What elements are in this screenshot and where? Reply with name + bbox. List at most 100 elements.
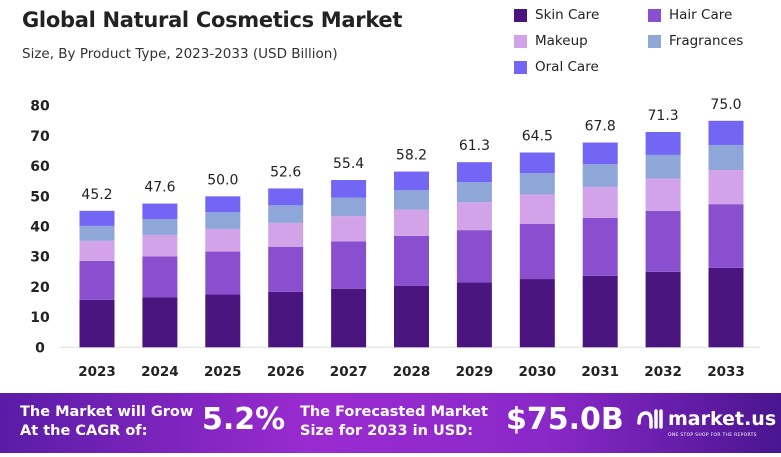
stacked-bar-chart: 0102030405060708045.2202347.6202450.0202…: [30, 97, 760, 380]
bar-segment-fragrances: [142, 219, 178, 235]
bar-segment-makeup: [645, 178, 681, 211]
legend-item: Hair Care: [648, 7, 732, 23]
bar-segment-oral-care: [582, 142, 618, 165]
x-tick-label: 2031: [581, 364, 619, 380]
legend-label: Oral Care: [535, 59, 599, 75]
chart-subtitle: Size, By Product Type, 2023-2033 (USD Bi…: [22, 46, 338, 62]
y-tick-label: 70: [30, 129, 50, 145]
cagr-value: 5.2%: [202, 402, 286, 437]
legend-label: Makeup: [535, 33, 588, 49]
bar-segment-oral-care: [394, 171, 429, 191]
y-tick-label: 30: [30, 250, 50, 266]
bar-segment-makeup: [331, 216, 367, 242]
bar-segment-hair-care: [582, 217, 618, 276]
bar-segment-hair-care: [394, 235, 429, 286]
bar-segment-makeup: [142, 234, 178, 257]
bar-segment-hair-care: [456, 230, 492, 283]
y-tick-label: 50: [30, 189, 50, 205]
total-data-label: 47.6: [144, 180, 175, 196]
legend-item: Oral Care: [514, 59, 599, 75]
legend-swatch: [514, 8, 527, 22]
bar-segment-oral-care: [205, 196, 241, 213]
x-tick-label: 2026: [267, 364, 305, 380]
y-tick-label: 20: [30, 280, 50, 296]
bar-segment-hair-care: [79, 260, 115, 300]
bar-segment-oral-care: [645, 131, 681, 155]
cagr-label-line-1: The Market will Grow: [20, 404, 194, 420]
bar-segment-oral-care: [268, 188, 304, 206]
bar-segment-skin-care: [708, 267, 744, 348]
bar-segment-makeup: [519, 194, 555, 224]
logo-name: market.us: [668, 408, 777, 430]
bar-segment-fragrances: [268, 205, 304, 223]
bar-segment-oral-care: [142, 203, 178, 220]
y-tick-label: 60: [30, 159, 50, 175]
total-data-label: 61.3: [459, 138, 490, 154]
y-tick-label: 0: [35, 340, 45, 356]
x-tick-label: 2027: [330, 364, 368, 380]
bar-segment-skin-care: [582, 275, 618, 348]
bar-segment-fragrances: [456, 182, 492, 203]
legend-item: Makeup: [514, 33, 588, 49]
total-data-label: 55.4: [333, 156, 364, 172]
total-data-label: 64.5: [522, 129, 553, 145]
legend-item: Skin Care: [514, 7, 599, 23]
bar-segment-skin-care: [456, 282, 492, 348]
bar-segment-skin-care: [205, 294, 241, 348]
chart-title: Global Natural Cosmetics Market: [22, 8, 403, 32]
total-data-label: 52.6: [270, 164, 301, 180]
total-data-label: 58.2: [396, 148, 427, 164]
bar-segment-hair-care: [519, 223, 555, 280]
legend-label: Skin Care: [535, 7, 600, 23]
forecast-label-line-2: Size for 2033 in USD:: [300, 423, 474, 439]
bar-segment-makeup: [205, 228, 241, 252]
forecast-label: The Forecasted Market Size for 2033 in U…: [300, 403, 488, 441]
bar-segment-skin-care: [331, 288, 367, 348]
legend-label: Hair Care: [669, 7, 733, 23]
total-data-label: 50.0: [207, 172, 238, 188]
bar-segment-fragrances: [331, 197, 367, 217]
bar-segment-skin-care: [394, 285, 429, 348]
bar-segment-hair-care: [205, 251, 241, 295]
bar-segment-fragrances: [394, 190, 429, 210]
summary-banner: The Market will Grow At the CAGR of: 5.2…: [0, 393, 781, 453]
x-tick-label: 2033: [707, 364, 745, 380]
bar-segment-fragrances: [79, 225, 115, 241]
bar-segment-skin-care: [142, 297, 178, 348]
market-us-logo: market.us ONE STOP SHOP FOR THE REPORTS: [636, 407, 777, 438]
total-data-label: 75.0: [710, 97, 741, 113]
x-tick-label: 2032: [644, 364, 682, 380]
bar-segment-fragrances: [708, 144, 744, 171]
logo-tagline: ONE STOP SHOP FOR THE REPORTS: [668, 433, 757, 438]
forecast-label-line-1: The Forecasted Market: [300, 404, 488, 420]
y-tick-label: 10: [30, 310, 50, 326]
y-tick-label: 80: [30, 99, 50, 115]
legend-item: Fragrances: [648, 33, 743, 49]
bar-segment-skin-care: [79, 299, 115, 348]
total-data-label: 45.2: [81, 187, 112, 203]
bar-segment-skin-care: [268, 291, 304, 348]
bar-segment-fragrances: [519, 173, 555, 195]
bar-segment-oral-care: [519, 152, 555, 174]
bar-segment-skin-care: [519, 279, 555, 348]
bar-segment-makeup: [394, 209, 429, 236]
x-tick-label: 2030: [519, 364, 557, 380]
x-tick-label: 2023: [78, 364, 116, 380]
bar-segment-fragrances: [582, 164, 618, 187]
logo-mark-icon: [637, 409, 663, 429]
bar-segment-makeup: [79, 240, 115, 261]
x-tick-label: 2029: [456, 364, 494, 380]
total-data-label: 67.8: [585, 119, 616, 135]
x-tick-label: 2024: [141, 364, 179, 380]
bar-segment-hair-care: [331, 241, 367, 289]
cagr-label: The Market will Grow At the CAGR of:: [20, 403, 193, 441]
forecast-value: $75.0B: [506, 402, 624, 437]
bar-segment-oral-care: [331, 179, 367, 198]
legend-label: Fragrances: [669, 33, 744, 49]
bar-segment-oral-care: [79, 210, 115, 226]
legend-swatch: [648, 34, 661, 48]
bar-segment-oral-care: [708, 120, 744, 145]
bar-segment-makeup: [268, 222, 304, 247]
x-tick-label: 2028: [393, 364, 431, 380]
